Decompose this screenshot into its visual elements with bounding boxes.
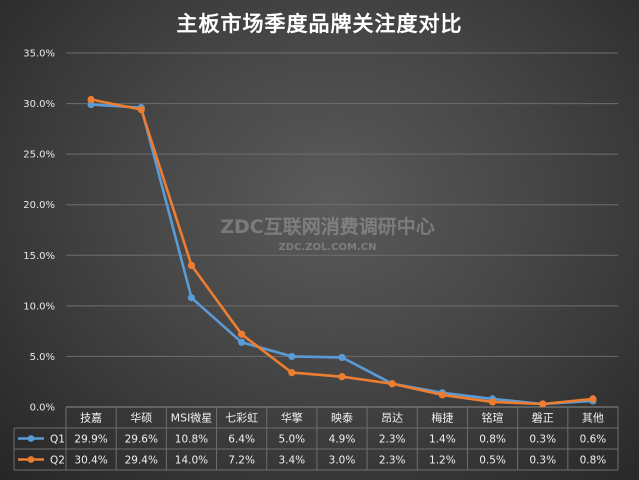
x-tick-label: 铭瑄 — [482, 411, 504, 425]
legend-key-marker — [27, 456, 35, 463]
table-cell-value: 7.2% — [228, 454, 255, 466]
table-cell-value: 29.9% — [74, 433, 107, 445]
table-cell-value: 0.3% — [529, 433, 556, 445]
data-point — [87, 100, 95, 109]
table-cell-value: 0.6% — [580, 433, 607, 445]
x-tick-label: 技嘉 — [80, 411, 102, 425]
legend-key-marker — [27, 435, 35, 442]
table-cell-value: 10.8% — [175, 433, 208, 445]
y-tick-label: 10.0% — [23, 301, 55, 312]
table-cell-value: 29.6% — [125, 433, 158, 445]
data-point — [238, 330, 246, 338]
data-point — [438, 391, 446, 399]
data-point — [87, 95, 95, 104]
data-point — [187, 261, 196, 269]
data-point — [288, 352, 296, 361]
table-cell-value: 6.4% — [228, 433, 255, 445]
data-point — [388, 380, 396, 388]
y-tick-label: 30.0% — [23, 99, 55, 110]
watermark-text: ZDC互联网消费调研中心 — [220, 216, 435, 238]
table-cell-value: 29.4% — [125, 454, 158, 466]
table-cell-value: 0.8% — [580, 454, 607, 466]
x-tick-label: 七彩虹 — [225, 412, 258, 425]
x-tick-label: 华硕 — [130, 411, 152, 425]
table-cell-value: 1.4% — [429, 433, 456, 445]
data-point — [338, 373, 346, 381]
x-tick-label: 映泰 — [331, 411, 353, 425]
table-cell-value: 2.3% — [379, 433, 406, 445]
data-point — [539, 400, 547, 408]
data-point — [288, 369, 296, 377]
table-cell-value: 0.3% — [529, 454, 556, 466]
watermark-url: ZDC.ZOL.COM.CN — [278, 242, 377, 253]
table-cell-value: 3.4% — [278, 454, 305, 466]
y-tick-label: 20.0% — [23, 200, 55, 211]
data-point — [589, 395, 597, 403]
legend-label: Q1 — [50, 433, 65, 445]
table-cell-value: 5.0% — [278, 433, 305, 445]
chart-title: 主板市场季度品牌关注度对比 — [176, 12, 463, 36]
data-point — [187, 294, 196, 302]
x-tick-label: 磐正 — [532, 411, 554, 425]
table-cell-value: 0.5% — [479, 454, 506, 466]
data-point — [137, 106, 145, 114]
table-cell-value: 1.2% — [429, 454, 456, 466]
x-tick-label: 昂达 — [381, 412, 403, 425]
table-cell-value: 3.0% — [329, 454, 356, 466]
y-tick-label: 25.0% — [23, 150, 55, 161]
x-tick-label: 梅捷 — [431, 411, 453, 425]
x-tick-label: 华擎 — [281, 411, 303, 425]
table-cell-value: 30.4% — [74, 454, 107, 466]
x-tick-label: MSI微星 — [171, 411, 213, 425]
y-tick-label: 0.0% — [30, 403, 55, 414]
table-cell-value: 4.9% — [329, 433, 356, 445]
y-tick-label: 15.0% — [23, 251, 55, 262]
y-tick-label: 35.0% — [23, 49, 55, 60]
table-cell-value: 14.0% — [175, 454, 208, 466]
x-tick-label: 其他 — [582, 412, 604, 425]
data-point — [238, 338, 246, 346]
table-cell-value: 0.8% — [479, 433, 506, 445]
table-cell-value: 2.3% — [379, 454, 406, 466]
y-tick-label: 5.0% — [30, 352, 55, 363]
data-point — [488, 398, 497, 406]
legend-label: Q2 — [50, 454, 65, 466]
data-point — [338, 353, 346, 362]
